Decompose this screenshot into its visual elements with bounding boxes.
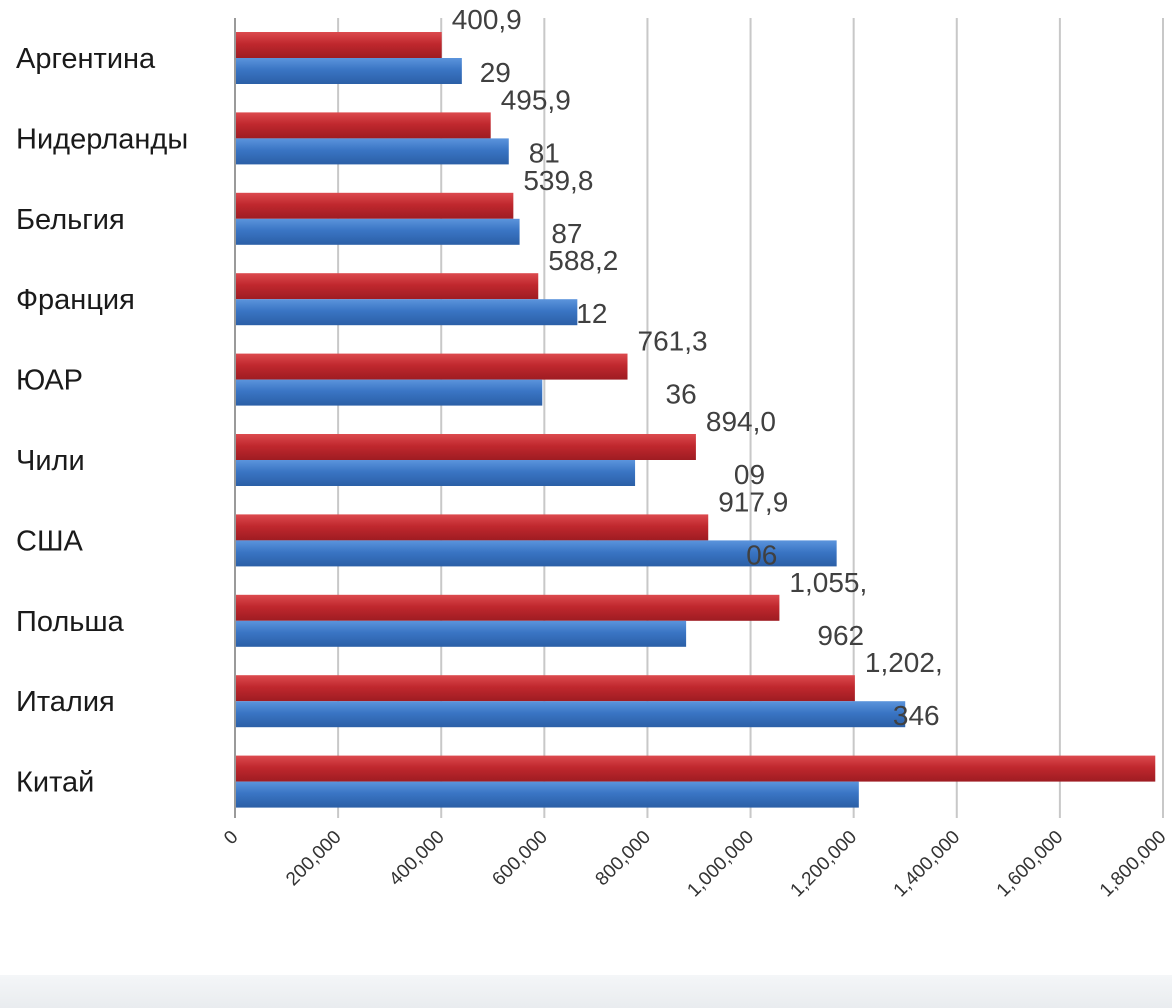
data-label-2015: 09	[734, 459, 765, 490]
bar-2016	[235, 32, 442, 58]
bar-2015	[235, 379, 543, 406]
data-label-2016: 495,9	[501, 84, 571, 115]
category-label: Нидерланды	[16, 123, 188, 155]
data-label-2016: 1,055,	[789, 567, 867, 598]
bar-2015	[235, 138, 509, 165]
x-tick-label: 1,800,000	[1096, 827, 1171, 902]
bar-2016	[235, 755, 1156, 782]
bar-2015	[235, 701, 906, 728]
data-label-2016: 894,0	[706, 406, 776, 437]
x-tick-label: 1,000,000	[683, 827, 758, 902]
bar-2015	[235, 299, 578, 326]
category-label: Франция	[16, 284, 135, 316]
category-label: Чили	[16, 445, 85, 477]
data-label-2015: 12	[576, 298, 607, 329]
data-label-2015: 962	[817, 620, 864, 651]
bar-2016	[235, 594, 780, 621]
bar-2015	[235, 218, 520, 245]
category-label: Китай	[16, 767, 94, 799]
bar-2015	[235, 781, 859, 808]
bar-2016	[235, 273, 539, 300]
bar-2016	[235, 192, 514, 219]
x-tick-label: 1,200,000	[787, 827, 862, 902]
data-label-2015: 36	[666, 379, 697, 410]
bar-2015	[235, 540, 837, 567]
category-label: США	[16, 525, 84, 557]
bottom-strip	[0, 975, 1172, 1008]
data-label-2016: 917,9	[718, 486, 788, 517]
data-label-2016: 588,2	[548, 245, 618, 276]
x-tick-label: 1,400,000	[890, 827, 965, 902]
category-label: ЮАР	[16, 365, 83, 397]
data-label-2015: 06	[746, 539, 777, 570]
bar-2016	[235, 434, 696, 460]
x-tick-label: 1,600,000	[993, 827, 1068, 902]
bar-2016	[235, 112, 491, 139]
x-tick-label: 200,000	[282, 827, 345, 890]
data-label-2015: 87	[551, 218, 582, 249]
bar-2015	[235, 460, 636, 486]
bar-2016	[235, 675, 855, 702]
bar-2015	[235, 620, 687, 647]
data-label-2016: 400,9	[452, 4, 522, 35]
category-label: Италия	[16, 686, 115, 718]
data-label-2016: 1,202,	[865, 647, 943, 678]
x-tick-label: 800,000	[592, 827, 655, 890]
category-label: Бельгия	[16, 204, 125, 236]
x-tick-label: 600,000	[488, 827, 551, 890]
data-label-2016: 761,3	[638, 326, 708, 357]
data-label-2015: 346	[893, 700, 940, 731]
category-label: Польша	[16, 606, 125, 638]
data-label-2015: 29	[480, 57, 511, 88]
bar-2016	[235, 353, 628, 380]
data-label-2016: 539,8	[523, 165, 593, 196]
x-tick-label: 400,000	[385, 827, 448, 890]
x-tick-label: 0	[220, 827, 242, 849]
bar-2016	[235, 514, 709, 541]
data-label-2015: 81	[529, 137, 560, 168]
bar-2015	[235, 58, 462, 84]
category-label: Аргентина	[16, 43, 156, 75]
